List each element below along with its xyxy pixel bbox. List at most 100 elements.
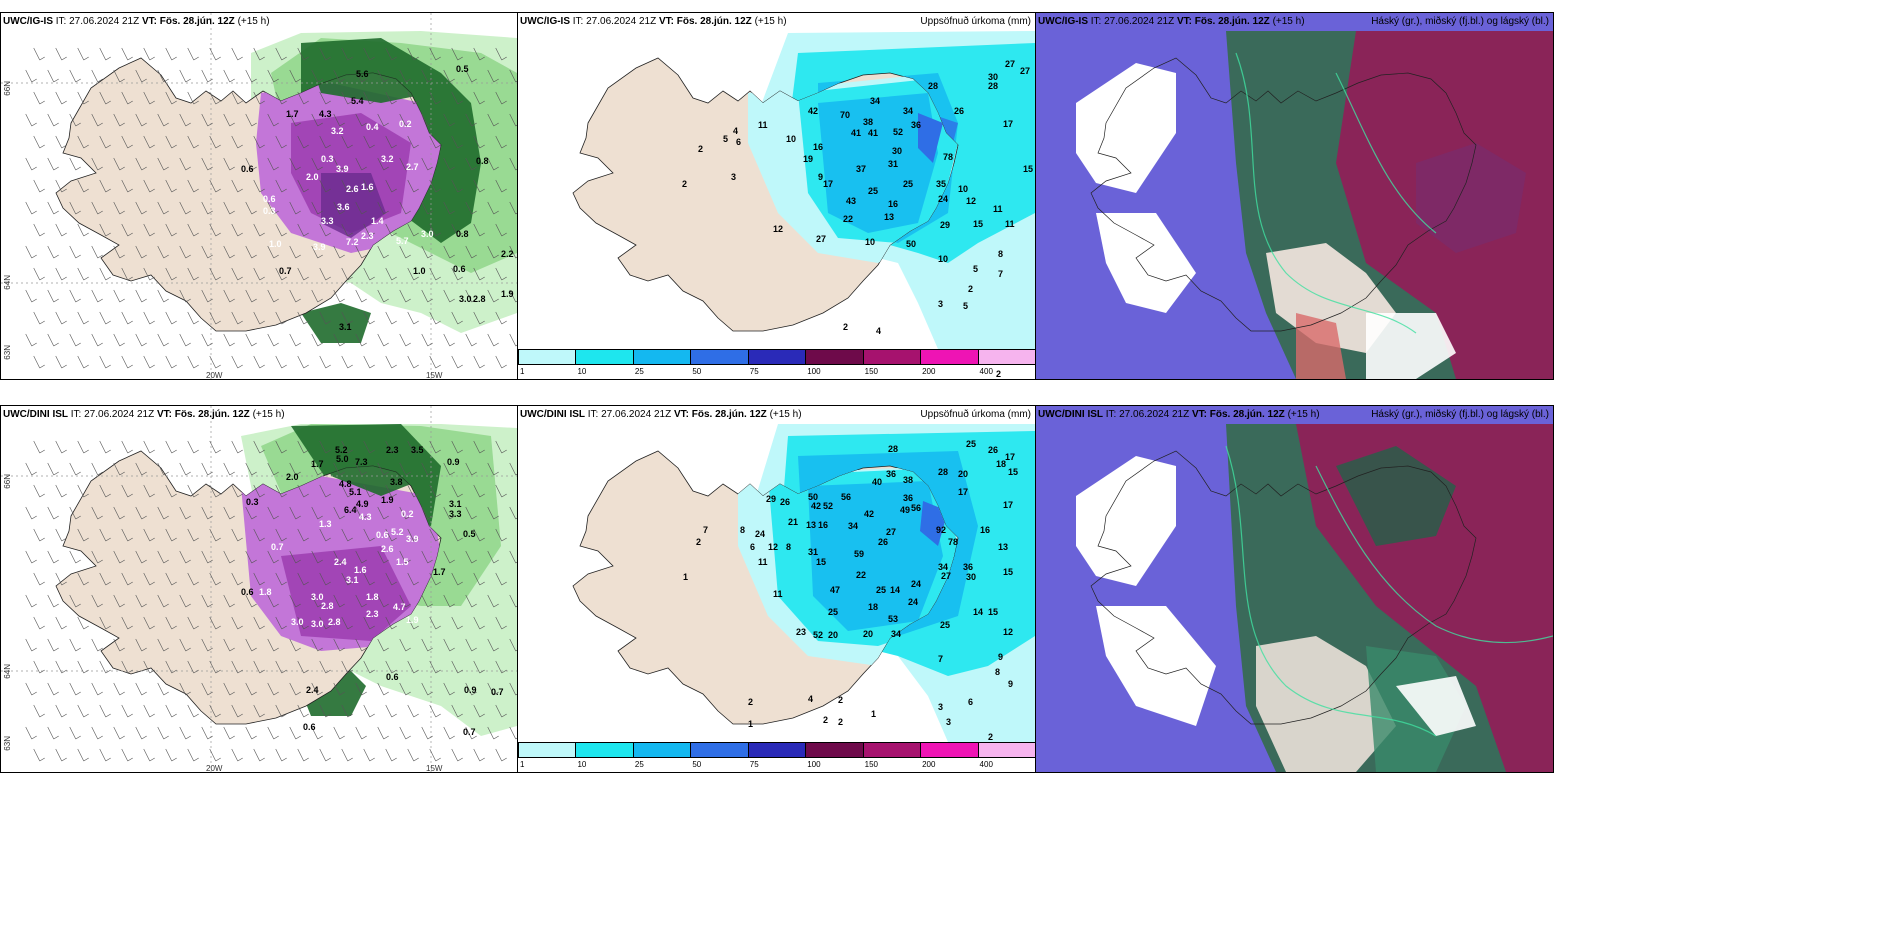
value-label: 2.0 bbox=[286, 472, 299, 482]
value-label: 11 bbox=[1005, 219, 1015, 229]
value-label: 16 bbox=[818, 520, 829, 530]
wind-barb bbox=[509, 157, 517, 171]
wind-barb bbox=[355, 201, 367, 215]
wind-barb bbox=[267, 726, 279, 740]
wind-barb bbox=[157, 594, 169, 608]
value-label: 18 bbox=[996, 459, 1007, 469]
wind-barb bbox=[121, 47, 133, 61]
wind-barb bbox=[319, 616, 331, 630]
wind-barb bbox=[377, 157, 389, 171]
wind-barb bbox=[179, 113, 191, 127]
wind-barb bbox=[245, 69, 257, 83]
wind-barb bbox=[311, 201, 323, 215]
wind-barb bbox=[333, 157, 345, 171]
value-label: 5.1 bbox=[349, 487, 362, 497]
value-label: 36 bbox=[963, 562, 974, 572]
value-label: 2 bbox=[843, 322, 849, 332]
value-label: 2.8 bbox=[321, 601, 334, 611]
wind-barb bbox=[333, 594, 345, 608]
value-label: 6 bbox=[736, 137, 742, 147]
wind-barb bbox=[231, 179, 243, 193]
value-label: 2.2 bbox=[501, 249, 514, 259]
wind-barb bbox=[209, 311, 221, 325]
wind-barb bbox=[319, 91, 331, 105]
wind-barb bbox=[201, 69, 213, 83]
wind-barb bbox=[187, 355, 199, 369]
wind-barb bbox=[143, 223, 155, 237]
wind-barb bbox=[187, 223, 199, 237]
wind-barb bbox=[165, 660, 177, 674]
wind-barb bbox=[377, 245, 389, 259]
wind-barb bbox=[77, 135, 89, 149]
wind-barb bbox=[509, 726, 517, 740]
wind-barb bbox=[55, 704, 67, 718]
wind-barb bbox=[319, 528, 331, 542]
wind-barb bbox=[201, 245, 213, 259]
wind-barb bbox=[421, 550, 433, 564]
wind-barb bbox=[135, 506, 147, 520]
wind-barb bbox=[33, 47, 45, 61]
wind-barb bbox=[99, 572, 111, 586]
wind-barb bbox=[135, 550, 147, 564]
value-label: 1.9 bbox=[381, 495, 394, 505]
wind-barb bbox=[465, 289, 477, 303]
wind-barb bbox=[179, 69, 191, 83]
value-label: 0.6 bbox=[453, 264, 466, 274]
wind-barb bbox=[69, 506, 81, 520]
wind-barb bbox=[91, 245, 103, 259]
value-label: 3.3 bbox=[321, 216, 334, 226]
wind-barb bbox=[495, 440, 507, 454]
wind-barb bbox=[77, 91, 89, 105]
wind-barb bbox=[451, 355, 463, 369]
colorbar-swatch bbox=[977, 349, 1035, 365]
wind-barb bbox=[363, 616, 375, 630]
wind-barb bbox=[311, 682, 323, 696]
value-label: 11 bbox=[758, 557, 768, 567]
value-label: 15 bbox=[973, 219, 984, 229]
wind-barb bbox=[55, 135, 67, 149]
wind-barb bbox=[231, 223, 243, 237]
wind-barb bbox=[91, 157, 103, 171]
wind-barb bbox=[201, 289, 213, 303]
wind-barb bbox=[91, 726, 103, 740]
wind-barb bbox=[121, 748, 133, 762]
value-label: 29 bbox=[766, 494, 777, 504]
wind-barb bbox=[297, 47, 309, 61]
wind-barb bbox=[245, 157, 257, 171]
wind-barb bbox=[165, 748, 177, 762]
colorbar-tick: 50 bbox=[692, 760, 702, 769]
precip-wind-map bbox=[1, 13, 517, 379]
value-label: 34 bbox=[891, 629, 902, 639]
wind-barb bbox=[223, 550, 235, 564]
wind-barb bbox=[179, 726, 191, 740]
value-label: 16 bbox=[980, 525, 991, 535]
wind-barb bbox=[157, 157, 169, 171]
wind-barb bbox=[121, 440, 133, 454]
value-label: 2.6 bbox=[346, 184, 359, 194]
wind-barb bbox=[179, 333, 191, 347]
value-label: 0.6 bbox=[376, 530, 389, 540]
value-label: 1.8 bbox=[259, 587, 272, 597]
wind-barb bbox=[209, 135, 221, 149]
wind-barb bbox=[289, 69, 301, 83]
colorbar-swatch bbox=[747, 742, 807, 758]
wind-barb bbox=[121, 704, 133, 718]
wind-barb bbox=[421, 726, 433, 740]
wind-barb bbox=[25, 682, 37, 696]
wind-barb bbox=[69, 245, 81, 259]
wind-barb bbox=[179, 157, 191, 171]
value-label: 13 bbox=[998, 542, 1009, 552]
wind-barb bbox=[377, 506, 389, 520]
wind-barb bbox=[47, 333, 59, 347]
wind-barb bbox=[113, 157, 125, 171]
wind-barb bbox=[289, 594, 301, 608]
wind-barb bbox=[121, 91, 133, 105]
wind-barb bbox=[333, 506, 345, 520]
wind-barb bbox=[495, 528, 507, 542]
wind-barb bbox=[495, 572, 507, 586]
wind-barb bbox=[421, 201, 433, 215]
wind-barb bbox=[267, 550, 279, 564]
colorbar-swatch bbox=[632, 742, 692, 758]
wind-barb bbox=[377, 462, 389, 476]
wind-barb bbox=[363, 440, 375, 454]
